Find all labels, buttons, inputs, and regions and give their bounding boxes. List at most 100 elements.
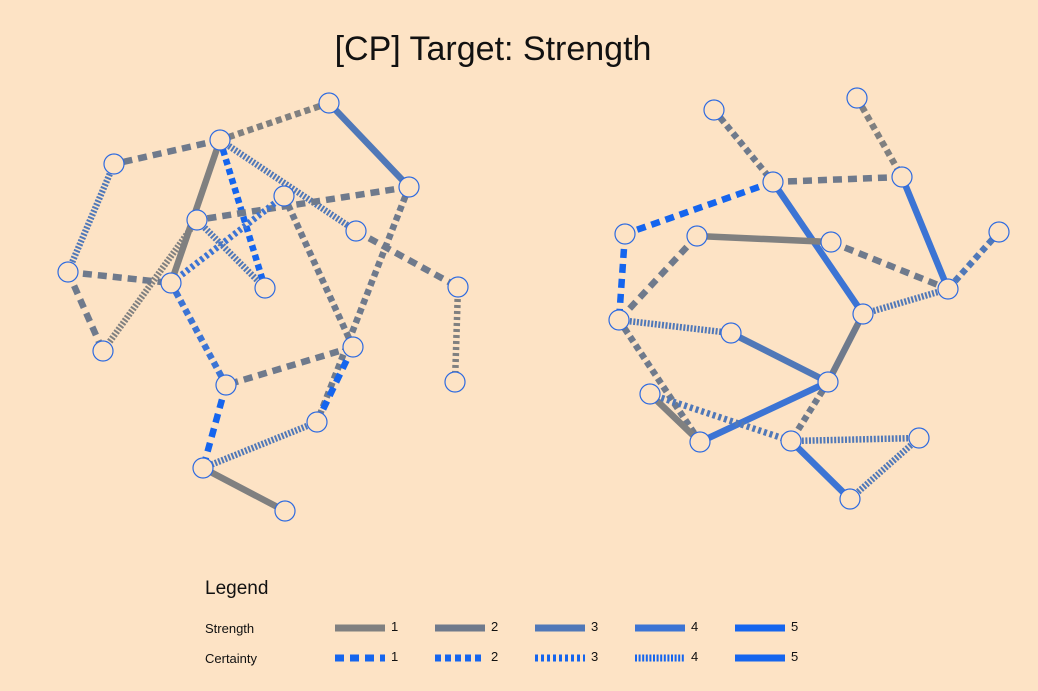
certainty-legend-label: 5	[791, 649, 799, 664]
node-a14[interactable]	[444, 371, 466, 393]
certainty-legend-item-2: 2	[435, 649, 515, 666]
certainty-legend-item-5: 5	[735, 649, 815, 666]
edge-a13-a15	[225, 343, 354, 389]
node-b7[interactable]	[820, 231, 842, 253]
node-b14[interactable]	[639, 383, 661, 405]
node-b18[interactable]	[839, 488, 861, 510]
edge-a7-a11	[354, 228, 460, 290]
edge-a1-a4	[326, 100, 412, 190]
edge-a15-a17	[199, 384, 230, 469]
edge-b10-b13	[825, 312, 866, 384]
edge-b1-b3	[711, 107, 776, 185]
edge-b4-b9	[898, 175, 952, 291]
strength-legend-swatch-4	[635, 624, 685, 632]
certainty-legend-label: 1	[391, 649, 399, 664]
node-a18[interactable]	[274, 500, 296, 522]
left-network	[57, 92, 469, 522]
legend-title: Legend	[205, 578, 269, 599]
edge-b6-b7	[696, 232, 832, 246]
node-a9[interactable]	[160, 272, 182, 294]
edge-b11-b12	[618, 316, 732, 337]
node-a3[interactable]	[103, 153, 125, 175]
strength-legend-item-1: 1	[335, 619, 415, 636]
strength-legend-swatch-3	[535, 624, 585, 632]
strength-legend-swatch-2	[435, 624, 485, 632]
edge-b17-b18	[847, 435, 922, 502]
strength-legend-item-3: 3	[535, 619, 615, 636]
edge-a9-a15	[168, 281, 229, 387]
legend-certainty-label: Certainty	[205, 651, 258, 666]
node-b8[interactable]	[988, 221, 1010, 243]
edge-b12-b13	[729, 330, 830, 385]
node-b1[interactable]	[703, 99, 725, 121]
certainty-legend-item-3: 3	[535, 649, 615, 666]
certainty-legend-item-4: 4	[635, 649, 715, 666]
node-b4[interactable]	[891, 166, 913, 188]
node-a17[interactable]	[192, 457, 214, 479]
node-b16[interactable]	[780, 430, 802, 452]
node-b2[interactable]	[846, 87, 868, 109]
node-a2[interactable]	[209, 129, 231, 151]
legend: Legend Strength Certainty 1 2 3 4 5 1 2 3 4 5	[205, 576, 845, 676]
strength-legend-item-5: 5	[735, 619, 815, 636]
edge-b16-b17	[790, 434, 920, 445]
edge-a1-a2	[218, 99, 331, 144]
strength-legend-label: 2	[491, 619, 499, 634]
edge-a6-a12	[100, 218, 200, 353]
node-b5[interactable]	[614, 223, 636, 245]
node-a8[interactable]	[57, 261, 79, 283]
node-a10[interactable]	[254, 277, 276, 299]
node-b11[interactable]	[608, 309, 630, 331]
strength-legend-item-4: 4	[635, 619, 715, 636]
certainty-legend-swatch-2	[435, 654, 485, 662]
edge-b3-b5	[623, 178, 775, 238]
certainty-legend-item-1: 1	[335, 649, 415, 666]
node-a6[interactable]	[186, 209, 208, 231]
edge-b14-b15	[647, 391, 703, 445]
network-graphs	[57, 87, 1010, 522]
edge-a5-a13	[281, 194, 356, 349]
node-b10[interactable]	[852, 303, 874, 325]
edge-b7-b9	[829, 238, 950, 293]
edge-b13-b16	[788, 380, 831, 443]
node-a12[interactable]	[92, 340, 114, 362]
edge-b13-b15	[698, 379, 830, 445]
node-a16[interactable]	[306, 411, 328, 433]
certainty-legend-swatch-3	[535, 654, 585, 662]
strength-legend-swatch-5	[735, 624, 785, 632]
strength-legend-label: 5	[791, 619, 799, 634]
node-a5[interactable]	[273, 185, 295, 207]
strength-legend-swatch-1	[335, 624, 385, 632]
right-network	[608, 87, 1010, 510]
edge-a11-a14	[451, 286, 462, 383]
node-b17[interactable]	[908, 427, 930, 449]
diagram-title: [CP] Target: Strength	[334, 30, 652, 68]
node-b9[interactable]	[937, 278, 959, 300]
node-b15[interactable]	[689, 431, 711, 453]
strength-legend-item-2: 2	[435, 619, 515, 636]
certainty-legend-swatch-1	[335, 654, 385, 662]
node-a11[interactable]	[447, 276, 469, 298]
node-a15[interactable]	[215, 374, 237, 396]
strength-legend-label: 4	[691, 619, 699, 634]
edge-b6-b11	[616, 233, 700, 323]
certainty-legend-swatch-5	[735, 654, 785, 662]
node-a13[interactable]	[342, 336, 364, 358]
node-a4[interactable]	[398, 176, 420, 198]
edge-a17-a18	[201, 465, 287, 514]
edge-b10-b9	[862, 285, 949, 318]
node-b13[interactable]	[817, 371, 839, 393]
edge-a8-a12	[65, 270, 106, 353]
node-b6[interactable]	[686, 225, 708, 247]
edge-a4-a16	[313, 185, 413, 424]
node-a7[interactable]	[345, 220, 367, 242]
certainty-legend-label: 4	[691, 649, 699, 664]
node-a1[interactable]	[318, 92, 340, 114]
node-b12[interactable]	[720, 322, 742, 344]
certainty-legend-label: 2	[491, 649, 499, 664]
edge-a2-a3	[113, 136, 221, 168]
edge-a2-a10	[216, 139, 269, 289]
strength-legend-label: 1	[391, 619, 399, 634]
node-b3[interactable]	[762, 171, 784, 193]
edge-a6-a10	[194, 217, 268, 291]
